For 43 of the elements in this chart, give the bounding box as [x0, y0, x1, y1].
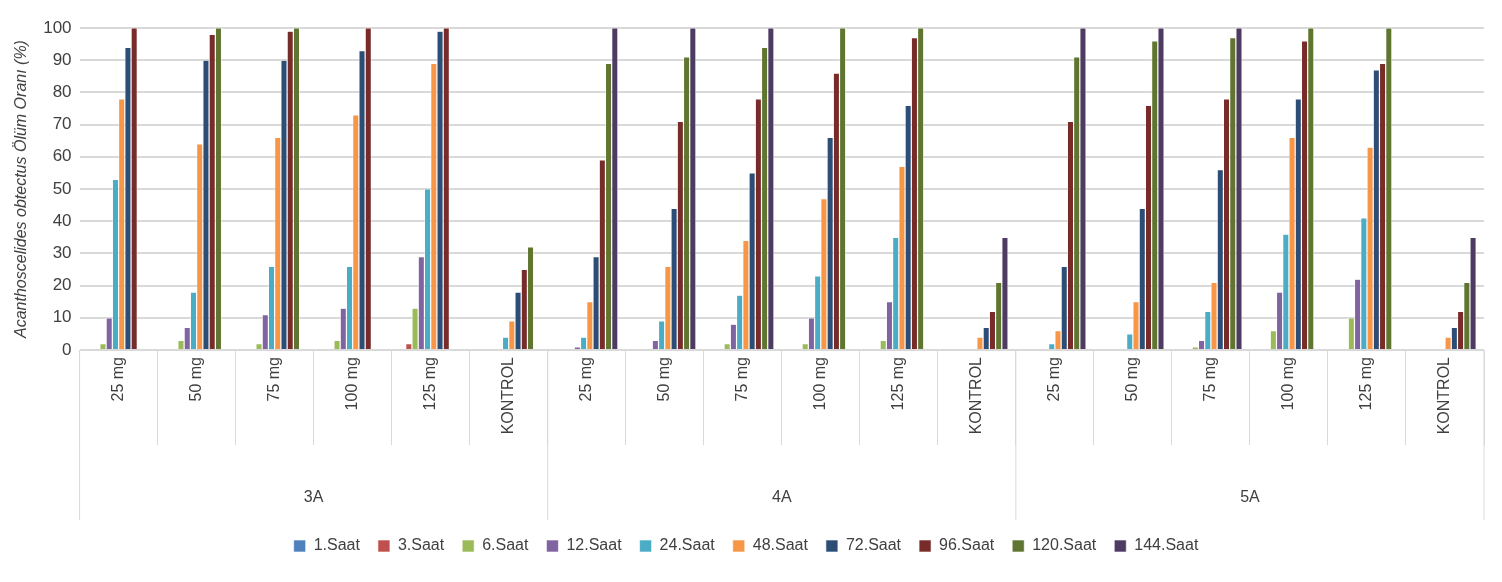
legend-label: 144.Saat [1134, 536, 1199, 554]
legend-label: 48.Saat [752, 536, 809, 554]
x-tick-label: 75 mg [265, 357, 283, 402]
x-tick-label: 100 mg [343, 357, 361, 411]
x-tick-label: 125 mg [421, 357, 439, 411]
x-tick-label: 125 mg [889, 357, 907, 411]
x-tick-label: 50 mg [1123, 357, 1141, 402]
legend-label: 96.Saat [939, 536, 995, 554]
text: 5A [1240, 488, 1261, 506]
legend-label: 12.Saat [566, 536, 623, 554]
x-tick-label: KONTROL [967, 356, 985, 435]
x-tick-label: KONTROL [1435, 356, 1453, 435]
x-tick-label: 100 mg [811, 357, 829, 411]
text: 4A [771, 488, 792, 506]
y-tick-label: 30 [52, 243, 72, 263]
y-tick-label: 80 [52, 82, 72, 102]
legend-label: 1.Saat [313, 536, 361, 554]
x-tick-label: 100 mg [1279, 357, 1297, 411]
x-tick-label: 50 mg [655, 357, 673, 402]
y-tick-label: 90 [52, 49, 72, 69]
legend-label: 72.Saat [845, 536, 902, 554]
x-tick-label: 25 mg [108, 357, 126, 402]
legend-label: 3.Saat [397, 536, 445, 554]
legend-label: 6.Saat [482, 536, 529, 554]
y-axis-title: Acanthoscelides obtectus Ölüm Oranı (%) [12, 40, 30, 339]
y-tick-label: 70 [52, 114, 72, 134]
y-tick-label: 20 [52, 275, 72, 295]
x-tick-label: 25 mg [1045, 357, 1063, 402]
y-tick-label: 100 [43, 17, 72, 37]
x-tick-label: 75 mg [733, 357, 751, 402]
text: 3A [303, 488, 324, 506]
legend-label: 120.Saat [1032, 536, 1097, 554]
y-tick-label: 0 [62, 339, 72, 359]
x-tick-label: 125 mg [1357, 357, 1375, 411]
y-tick-label: 10 [52, 307, 72, 327]
x-tick-label: 50 mg [187, 357, 205, 402]
y-tick-label: 40 [52, 210, 72, 230]
x-tick-label: 75 mg [1201, 357, 1219, 402]
x-tick-label: 25 mg [577, 357, 595, 402]
y-tick-label: 60 [52, 146, 72, 166]
legend-label: 24.Saat [659, 536, 716, 554]
y-tick-label: 50 [52, 178, 72, 198]
x-tick-label: KONTROL [499, 356, 517, 435]
